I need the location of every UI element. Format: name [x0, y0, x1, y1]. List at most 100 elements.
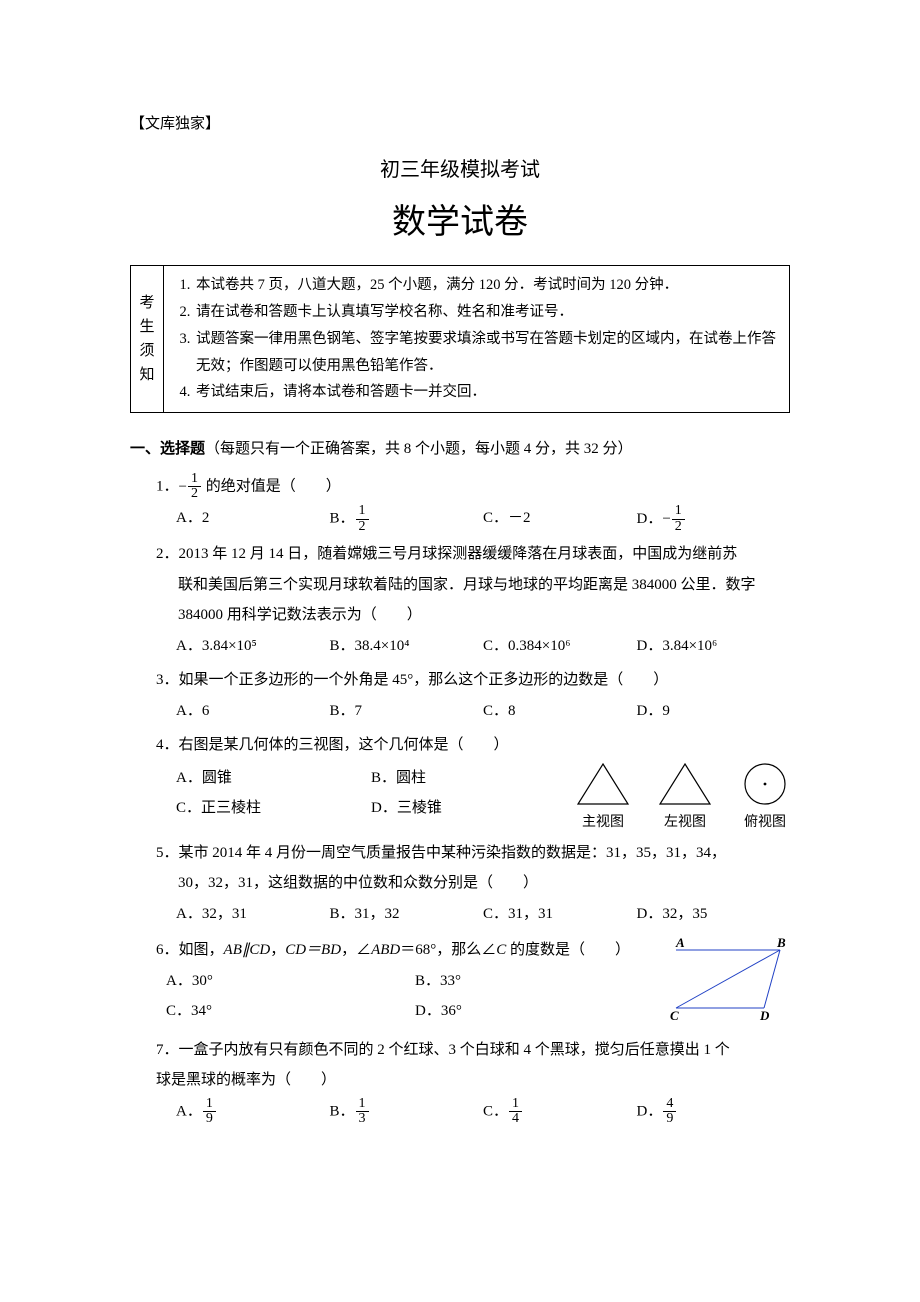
frac-d: 2	[356, 520, 369, 535]
frac-n: 1	[509, 1097, 522, 1113]
notice-label-1: 生	[139, 315, 154, 339]
frac-n: 1	[188, 472, 201, 488]
notice-content: 本试卷共 7 页，八道大题，25 个小题，满分 120 分．考试时间为 120 …	[164, 266, 789, 412]
notice-label-2: 须	[139, 339, 154, 363]
q7-stem-a: 一盒子内放有只有颜色不同的 2 个红球、3 个白球和 4 个黑球，搅匀后任意摸出…	[179, 1042, 730, 1058]
front-view: 主视图	[576, 762, 630, 837]
q7-stem-b: 球是黑球的概率为（ ）	[156, 1066, 790, 1095]
q6-t4: CD＝BD	[285, 942, 341, 958]
q6-t7: ＝68°，那么∠	[400, 942, 496, 958]
fraction-icon: 13	[356, 1097, 369, 1127]
q7-options: A． 1 9 B．13 C．14 D．49	[156, 1097, 790, 1127]
q7-num: 7．	[156, 1042, 179, 1058]
q5-opt-c: C．31，31	[483, 900, 637, 929]
q4-stem: 4．右图是某几何体的三视图，这个几何体是（ ）	[156, 731, 790, 760]
q7-a-pre: A．	[176, 1103, 202, 1119]
q1-stem-post: 的绝对值是（ ）	[202, 478, 341, 494]
question-7: 7．一盒子内放有只有颜色不同的 2 个红球、3 个白球和 4 个黑球，搅匀后任意…	[156, 1036, 790, 1127]
top-view: 俯视图	[740, 762, 790, 837]
label-D: D	[759, 1008, 770, 1023]
top-view-label: 俯视图	[744, 815, 786, 830]
q1-num: 1．	[156, 478, 179, 494]
q4-opt-a: A．圆锥	[176, 764, 371, 793]
q3-opt-d: D．9	[637, 697, 791, 726]
header-tag: 【文库独家】	[130, 110, 790, 139]
q3-opt-a: A．6	[176, 697, 330, 726]
q3-options: A．6 B．7 C．8 D．9	[156, 697, 790, 726]
q1-neg: −	[179, 479, 187, 495]
q1-options: A．2 B．12 C．－2 D．−12	[156, 504, 790, 534]
q1-opt-d: D．−12	[637, 504, 791, 534]
frac-d: 4	[509, 1112, 522, 1127]
q3-stem-text: 如果一个正多边形的一个外角是 45°，那么这个正多边形的边数是（ ）	[179, 672, 669, 688]
q2-opt-d: D．3.84×10⁶	[637, 632, 791, 661]
q5-opt-a: A．32，31	[176, 900, 330, 929]
q7-c-pre: C．	[483, 1103, 508, 1119]
section-label: 一、选择题	[130, 441, 205, 457]
frac-d: 9	[203, 1112, 216, 1127]
triangle-icon	[576, 762, 630, 806]
notice-item-2: 请在试卷和答题卡上认真填写学校名称、姓名和准考证号．	[194, 299, 779, 326]
fraction-icon: 14	[509, 1097, 522, 1127]
question-6: 6．如图，AB∥CD，CD＝BD，∠ABD＝68°，那么∠C 的度数是（ ） A…	[156, 934, 790, 1034]
q2-opt-a: A．3.84×10⁵	[176, 632, 330, 661]
q6-t3: ，	[270, 942, 285, 958]
exam-title: 数学试卷	[130, 191, 790, 256]
q7-b-pre: B．	[330, 1103, 355, 1119]
question-1: 1．−12 的绝对值是（ ） A．2 B．12 C．－2 D．−12	[156, 472, 790, 535]
q7-opt-c: C．14	[483, 1097, 637, 1127]
q2-opt-c: C．0.384×10⁶	[483, 632, 637, 661]
q6-t8: C	[496, 942, 506, 958]
left-view-label: 左视图	[664, 815, 706, 830]
q4-options: A．圆锥 B．圆柱 C．正三棱柱 D．三棱锥	[156, 764, 566, 825]
q4-opt-d: D．三棱锥	[371, 794, 566, 823]
question-5: 5．某市 2014 年 4 月份一周空气质量报告中某种污染指数的数据是：31，3…	[156, 839, 790, 929]
q2-stem: 2．2013 年 12 月 14 日，随着嫦娥三号月球探测器缓缓降落在月球表面，…	[156, 540, 790, 569]
q5-num: 5．	[156, 845, 179, 861]
q6-t2: AB∥CD	[224, 942, 271, 958]
fraction-icon: 49	[663, 1097, 676, 1127]
q5-stem-a: 某市 2014 年 4 月份一周空气质量报告中某种污染指数的数据是：31，35，…	[179, 845, 727, 861]
q4-stem-text: 右图是某几何体的三视图，这个几何体是（ ）	[179, 737, 509, 753]
frac-d: 2	[672, 520, 685, 535]
frac-d: 3	[356, 1112, 369, 1127]
fraction-icon: 12	[672, 504, 685, 534]
frac-d: 9	[663, 1112, 676, 1127]
q3-num: 3．	[156, 672, 179, 688]
q1-opt-b: B．12	[330, 504, 484, 534]
notice-item-1: 本试卷共 7 页，八道大题，25 个小题，满分 120 分．考试时间为 120 …	[194, 272, 779, 299]
q4-num: 4．	[156, 737, 179, 753]
fraction-icon: 12	[356, 504, 369, 534]
q6-opt-d: D．36°	[415, 997, 664, 1026]
q6-t5: ，∠	[341, 942, 371, 958]
q7-opt-b: B．13	[330, 1097, 484, 1127]
q6-num: 6．	[156, 942, 179, 958]
q7-opt-d: D．49	[637, 1097, 791, 1127]
three-views: 主视图 左视图 俯视图	[576, 762, 790, 837]
q1-stem: 1．−12 的绝对值是（ ）	[156, 472, 790, 502]
q5-stem: 5．某市 2014 年 4 月份一周空气质量报告中某种污染指数的数据是：31，3…	[156, 839, 790, 868]
question-4: 4．右图是某几何体的三视图，这个几何体是（ ） A．圆锥 B．圆柱 C．正三棱柱…	[156, 731, 790, 836]
q6-options: A．30° B．33° C．34° D．36°	[156, 967, 664, 1028]
label-C: C	[670, 1008, 679, 1023]
q1-opt-c: C．－2	[483, 504, 637, 534]
label-B: B	[776, 938, 786, 950]
q6-opt-b: B．33°	[415, 967, 664, 996]
q4-opt-b: B．圆柱	[371, 764, 566, 793]
q2-opt-b: B．38.4×10⁴	[330, 632, 484, 661]
notice-label: 考 生 须 知	[131, 266, 164, 412]
section-note: （每题只有一个正确答案，共 8 个小题，每小题 4 分，共 32 分）	[205, 441, 633, 457]
q1-b-pre: B．	[330, 511, 355, 527]
q5-options: A．32，31 B．31，32 C．31，31 D．32，35	[156, 900, 790, 929]
q6-t1: 如图，	[179, 942, 224, 958]
q6-t9: 的度数是（ ）	[506, 942, 630, 958]
front-view-label: 主视图	[582, 815, 624, 830]
q1-opt-a: A．2	[176, 504, 330, 534]
notice-item-4: 考试结束后，请将本试卷和答题卡一并交回．	[194, 379, 779, 406]
q4-opt-c: C．正三棱柱	[176, 794, 371, 823]
geometry-figure: A B C D	[670, 938, 790, 1018]
notice-label-0: 考	[139, 291, 154, 315]
circle-dot-icon	[740, 762, 790, 806]
notice-label-3: 知	[139, 363, 154, 387]
q5-opt-d: D．32，35	[637, 900, 791, 929]
